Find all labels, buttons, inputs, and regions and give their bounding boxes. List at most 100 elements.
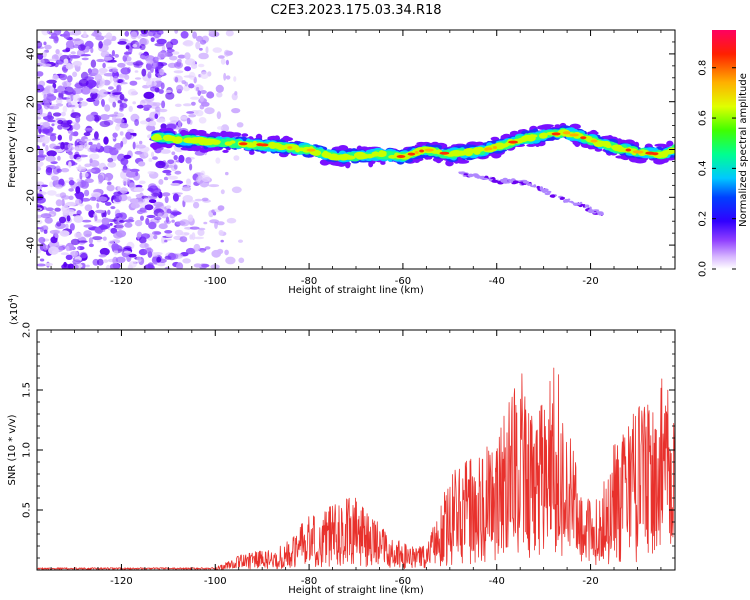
heatmap-noise-blob (110, 227, 118, 234)
heatmap-noise-blob (107, 161, 117, 168)
heatmap-noise-blob (160, 211, 169, 219)
heatmap-noise-blob (52, 112, 62, 117)
heatmap-noise-blob (37, 116, 42, 120)
heatmap-noise-blob (61, 195, 70, 200)
heatmap-noise-blob (45, 207, 54, 212)
heatmap-noise-blob (79, 172, 83, 180)
heatmap-noise-blob (208, 30, 214, 34)
heatmap-streak-blob (546, 190, 552, 193)
heatmap-noise-blob (43, 41, 47, 46)
heatmap-ridge-blob (339, 154, 348, 161)
heatmap-noise-blob (117, 62, 126, 68)
heatmap-noise-blob (57, 155, 61, 161)
heatmap-noise-blob (78, 144, 86, 150)
heatmap-ridge-blob (150, 135, 161, 140)
heatmap-noise-blob (158, 223, 168, 230)
heatmap-noise-blob (65, 40, 75, 48)
heatmap-noise-blob (54, 184, 63, 189)
heatmap-noise-blob (154, 216, 162, 221)
heatmap-noise-blob (88, 237, 93, 244)
heatmap-noise-blob (119, 131, 124, 136)
heatmap-x-tick-label: -120 (110, 276, 133, 287)
heatmap-noise-blob (195, 35, 203, 42)
snr-x-label: Height of straight line (km) (288, 585, 424, 596)
heatmap-noise-blob (58, 216, 67, 224)
heatmap-ridge-blob (471, 148, 483, 152)
heatmap-noise-blob (147, 171, 155, 175)
heatmap-noise-blob (117, 186, 121, 191)
heatmap-noise-blob (186, 199, 196, 203)
heatmap-noise-blob (49, 143, 57, 149)
heatmap-noise-blob (76, 178, 82, 183)
heatmap-ridge-blob (431, 150, 441, 154)
heatmap-noise-blob (114, 118, 125, 124)
heatmap-noise-blob (46, 190, 57, 196)
heatmap-noise-blob (150, 86, 158, 92)
heatmap-ridge-blob (247, 142, 254, 148)
heatmap-noise-blob (84, 163, 92, 168)
heatmap-streak-blob (526, 183, 533, 186)
heatmap-noise-blob (107, 181, 112, 185)
heatmap-ridge-blob (521, 135, 535, 141)
heatmap-x-tick-label: -40 (489, 276, 505, 287)
heatmap-noise-blob (84, 138, 92, 142)
heatmap-noise-blob (119, 219, 125, 223)
heatmap-noise-blob (181, 80, 186, 85)
heatmap-noise-blob (167, 159, 175, 165)
heatmap-peak-blob (396, 155, 406, 158)
heatmap-noise-blob (49, 105, 60, 110)
heatmap-noise-blob (225, 75, 231, 80)
heatmap-noise-blob (94, 74, 103, 82)
heatmap-noise-blob (171, 151, 176, 156)
heatmap-noise-blob (41, 135, 50, 144)
heatmap-peak-blob (551, 132, 561, 136)
heatmap-noise-blob (161, 100, 166, 109)
heatmap-noise-blob (116, 222, 124, 231)
colorbar-tick-label: 0.8 (698, 60, 709, 76)
heatmap-noise-blob (220, 189, 225, 195)
heatmap-noise-blob (132, 61, 144, 66)
heatmap-noise-blob (140, 30, 148, 35)
heatmap-peak-blob (424, 148, 434, 152)
heatmap-y-tick-label: -40 (26, 237, 37, 253)
heatmap-noise-blob (90, 33, 100, 37)
heatmap-noise-blob (81, 172, 89, 178)
heatmap-noise-blob (180, 116, 188, 120)
heatmap-ridge-blob (464, 150, 473, 157)
heatmap-noise-blob (107, 66, 114, 69)
heatmap-noise-blob (44, 262, 53, 267)
heatmap-noise-blob (193, 201, 200, 209)
heatmap-noise-blob (55, 199, 63, 207)
heatmap-noise-blob (98, 41, 103, 49)
heatmap-noise-blob (133, 187, 144, 193)
heatmap-noise-blob (201, 197, 209, 202)
heatmap-noise-blob (37, 103, 42, 111)
heatmap-noise-blob (108, 96, 117, 104)
colorbar-gradient (712, 30, 736, 269)
snr-y-tick-label: 2.0 (22, 322, 33, 338)
heatmap-streak-blob (577, 202, 581, 206)
heatmap-noise-blob (68, 161, 72, 168)
heatmap-noise-blob (40, 184, 49, 188)
heatmap-noise-blob (96, 142, 101, 149)
heatmap-noise-blob (41, 63, 52, 67)
heatmap-noise-blob (217, 126, 223, 130)
heatmap-noise-blob (216, 92, 223, 98)
heatmap-noise-blob (37, 248, 42, 254)
heatmap-noise-blob (151, 192, 160, 197)
heatmap-noise-blob (99, 114, 110, 121)
heatmap-noise-blob (123, 154, 132, 159)
heatmap-noise-blob (119, 79, 125, 83)
heatmap-noise-blob (225, 256, 236, 265)
heatmap-ridge-blob (199, 137, 209, 145)
heatmap-noise-blob (54, 207, 61, 212)
heatmap-peak-blob (563, 131, 571, 135)
heatmap-noise-blob (177, 120, 182, 128)
heatmap-noise-blob (127, 88, 137, 96)
heatmap-noise-blob (145, 217, 150, 226)
heatmap-noise-blob (175, 220, 186, 226)
heatmap-noise-blob (99, 247, 110, 256)
heatmap-peak-blob (238, 142, 248, 146)
heatmap-noise-blob (164, 239, 168, 243)
heatmap-noise-blob (43, 94, 47, 100)
